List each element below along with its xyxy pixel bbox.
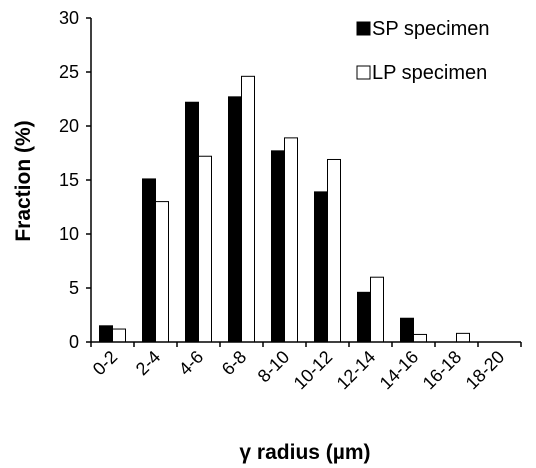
bar-sp-specimen <box>271 150 285 343</box>
y-ticks-group: 0 5 10 15 20 25 30 <box>59 8 91 352</box>
x-ticks-group: 0-2 2-4 4-6 6-8 8-1010-1212-1414-1616-1818-2… <box>89 342 522 394</box>
y-tick-label: 20 <box>59 116 79 136</box>
legend-swatch-sp <box>356 21 371 36</box>
bar-lp-specimen <box>198 155 212 343</box>
legend-swatch-lp <box>356 65 371 80</box>
bar-lp-specimen <box>155 201 169 343</box>
bar-lp-specimen <box>413 333 427 343</box>
bar-lp-specimen <box>241 75 255 343</box>
legend-label-lp: LP specimen <box>372 62 487 84</box>
bar-lp-specimen <box>456 332 470 343</box>
x-tick-label: 4-6 <box>175 347 208 380</box>
y-tick-label: 0 <box>69 332 79 352</box>
bar-lp-specimen <box>370 276 384 343</box>
legend-label-sp: SP specimen <box>372 18 489 40</box>
bar-sp-specimen <box>142 178 156 343</box>
y-tick-label: 5 <box>69 278 79 298</box>
x-tick-label: 14-16 <box>376 347 423 394</box>
x-tick-label: 6-8 <box>218 347 251 380</box>
bar-lp-specimen <box>284 137 298 343</box>
x-tick-label: 18-20 <box>462 347 509 394</box>
y-tick-label: 15 <box>59 170 79 190</box>
bar-sp-specimen <box>228 96 242 343</box>
x-tick-label: 2-4 <box>132 347 165 380</box>
x-tick-label: 16-18 <box>419 347 466 394</box>
bar-sp-specimen <box>185 101 199 343</box>
y-tick-label: 10 <box>59 224 79 244</box>
y-tick-label: 30 <box>59 8 79 28</box>
x-tick-label: 10-12 <box>290 347 337 394</box>
bar-sp-specimen <box>357 291 371 343</box>
bar-sp-specimen <box>99 325 113 343</box>
bar-sp-specimen <box>400 317 414 343</box>
x-tick-label: 8-10 <box>254 347 294 387</box>
bar-lp-specimen <box>327 158 341 343</box>
x-tick-label: 12-14 <box>333 347 380 394</box>
bars-group <box>99 75 470 343</box>
x-axis-title: γ radius (µm) <box>239 441 370 464</box>
y-tick-label: 25 <box>59 62 79 82</box>
bar-lp-specimen <box>112 328 126 343</box>
bar-sp-specimen <box>314 191 328 343</box>
x-tick-label: 0-2 <box>89 347 122 380</box>
y-axis-title: Fraction (%) <box>12 120 35 241</box>
legend: SP specimen LP specimen <box>356 18 489 84</box>
